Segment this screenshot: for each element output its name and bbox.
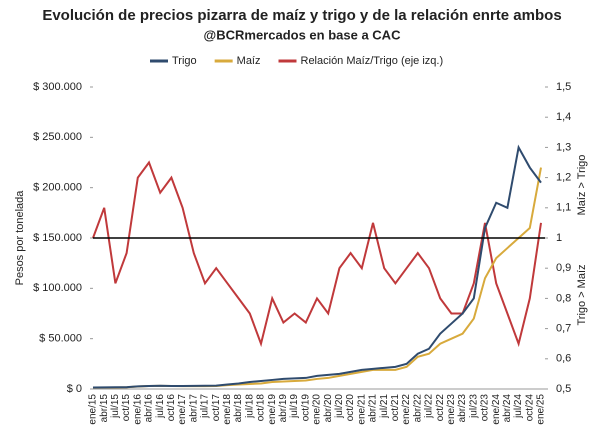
y2-tick-label: 1,1 xyxy=(556,202,571,214)
x-tick-label: abr/15 xyxy=(99,394,110,423)
x-tick-label: abr/19 xyxy=(278,394,289,423)
y2-tick-label: 1,5 xyxy=(556,81,571,93)
y-tick-label: $ 150.000 xyxy=(33,232,82,244)
x-tick-label: oct/21 xyxy=(390,394,401,422)
x-tick-label: oct/17 xyxy=(211,394,222,422)
x-tick-label: jul/17 xyxy=(200,394,211,419)
x-tick-label: abr/22 xyxy=(412,394,423,423)
y2-tick-label: 0,8 xyxy=(556,292,571,304)
x-tick-label: ene/18 xyxy=(222,394,233,425)
legend-label: Trigo xyxy=(172,55,197,67)
x-tick-label: oct/18 xyxy=(256,394,267,422)
x-tick-label: oct/22 xyxy=(435,394,446,422)
x-tick-label: jul/16 xyxy=(155,394,166,419)
y2-tick-label: 0,9 xyxy=(556,262,571,274)
x-tick-label: abr/21 xyxy=(368,394,379,423)
x-tick-label: ene/20 xyxy=(312,394,323,425)
x-tick-label: ene/16 xyxy=(132,394,143,425)
y2-tick-label: 1,4 xyxy=(556,111,571,123)
y2-axis-label: Maíz > Trigo xyxy=(576,155,588,216)
y2-tick-label: 1,2 xyxy=(556,172,571,184)
x-tick-label: ene/17 xyxy=(177,394,188,425)
y2-axis-label: Trigo > Maíz xyxy=(576,264,588,325)
y-tick-label: $ 300.000 xyxy=(33,81,82,93)
x-tick-label: abr/18 xyxy=(233,394,244,423)
series-line xyxy=(92,160,542,348)
x-tick-label: oct/23 xyxy=(480,394,491,422)
x-tick-label: jul/19 xyxy=(289,394,300,419)
x-tick-label: jul/23 xyxy=(468,394,479,419)
x-tick-label: oct/20 xyxy=(345,394,356,422)
x-tick-label: jul/18 xyxy=(244,394,255,419)
y-tick-label: $ 50.000 xyxy=(39,333,82,345)
y2-tick-label: 1 xyxy=(556,232,562,244)
y2-tick-label: 1,3 xyxy=(556,141,571,153)
x-tick-label: abr/16 xyxy=(144,394,155,423)
x-tick-label: ene/15 xyxy=(88,394,99,425)
y-tick-label: $ 0 xyxy=(67,383,82,395)
chart-title: Evolución de precios pizarra de maíz y t… xyxy=(42,7,561,24)
y-tick-label: $ 200.000 xyxy=(33,182,82,194)
y2-tick-label: 0,7 xyxy=(556,323,571,335)
x-tick-label: ene/24 xyxy=(491,394,502,425)
x-tick-label: jul/21 xyxy=(379,394,390,419)
x-tick-label: oct/15 xyxy=(121,394,132,422)
x-tick-label: abr/24 xyxy=(502,394,513,423)
series-line xyxy=(92,167,542,389)
x-tick-label: ene/19 xyxy=(267,394,278,425)
y-axis-label: Pesos por tonelada xyxy=(14,190,26,286)
x-tick-label: oct/24 xyxy=(524,394,535,422)
chart-subtitle: @BCRmercados en base a CAC xyxy=(204,27,402,42)
y2-tick-label: 0,6 xyxy=(556,353,571,365)
y-tick-label: $ 100.000 xyxy=(33,282,82,294)
legend-label: Relación Maíz/Trigo (eje izq.) xyxy=(301,55,444,67)
x-tick-label: jul/24 xyxy=(513,394,524,419)
y-tick-label: $ 250.000 xyxy=(33,131,82,143)
x-tick-label: abr/23 xyxy=(457,394,468,423)
x-tick-label: oct/16 xyxy=(166,394,177,422)
x-tick-label: jul/20 xyxy=(334,394,345,419)
x-tick-label: ene/22 xyxy=(401,394,412,425)
x-tick-label: ene/23 xyxy=(446,394,457,425)
y2-tick-label: 0,5 xyxy=(556,383,571,395)
x-tick-label: abr/20 xyxy=(323,394,334,423)
x-tick-label: ene/21 xyxy=(356,394,367,425)
series-line xyxy=(92,144,542,389)
x-tick-label: abr/17 xyxy=(188,394,199,423)
x-tick-label: jul/15 xyxy=(110,394,121,419)
x-tick-label: ene/25 xyxy=(536,394,547,425)
x-tick-label: jul/22 xyxy=(424,394,435,419)
legend-label: Maíz xyxy=(237,55,261,67)
x-tick-label: oct/19 xyxy=(300,394,311,422)
